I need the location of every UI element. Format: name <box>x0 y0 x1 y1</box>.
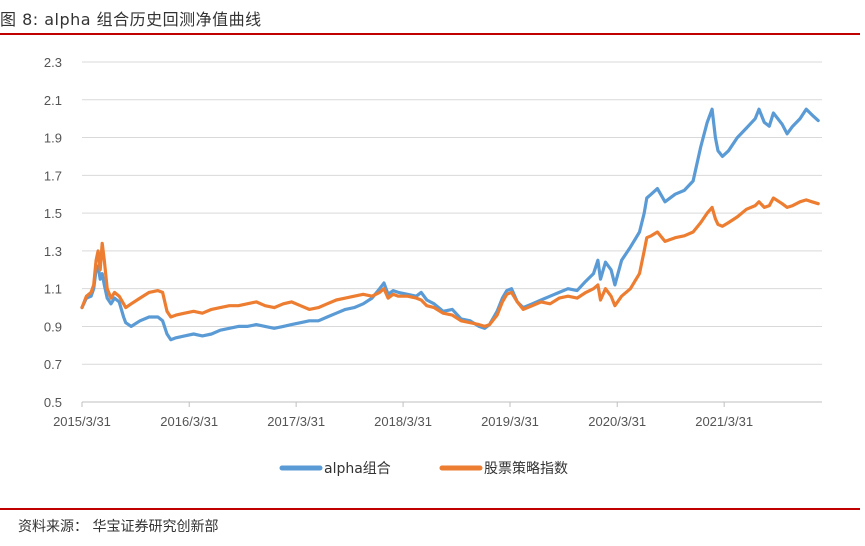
figure-title: 图 8: alpha 组合历史回测净值曲线 <box>0 10 262 29</box>
y-tick-label: 0.7 <box>44 357 62 372</box>
x-axis: 2015/3/31 2016/3/31 2017/3/31 2018/3/31 2019… <box>53 401 822 429</box>
y-tick-label: 1.5 <box>44 206 62 221</box>
x-tick-label: 2020/3/31 <box>588 414 646 429</box>
x-tick-label: 2021/3/31 <box>695 414 753 429</box>
legend-label-1: 股票策略指数 <box>484 460 568 477</box>
y-tick-label: 0.5 <box>44 395 62 410</box>
nav-line-chart: 0.5 0.7 0.9 1.1 1.3 1.5 1.7 1.9 2.1 2.3 2015/3/31… <box>44 55 822 477</box>
x-tick-label: 2019/3/31 <box>481 414 539 429</box>
series-line-1 <box>80 196 820 328</box>
top-rule <box>0 33 860 35</box>
legend-label-0: alpha组合 <box>324 461 391 477</box>
series-line-0 <box>80 107 820 342</box>
x-tick-label: 2016/3/31 <box>160 414 218 429</box>
bottom-rule <box>0 508 860 510</box>
y-tick-label: 1.7 <box>44 168 62 183</box>
x-tick-label: 2017/3/31 <box>267 414 325 429</box>
y-tick-label: 1.9 <box>44 131 62 146</box>
grid-lines <box>82 61 822 365</box>
y-tick-label: 2.3 <box>44 55 62 70</box>
series-lines <box>80 107 820 342</box>
source-note: 资料来源： 华宝证券研究创新部 <box>18 519 219 535</box>
y-axis-ticks: 0.5 0.7 0.9 1.1 1.3 1.5 1.7 1.9 2.1 2.3 <box>44 55 62 410</box>
y-tick-label: 1.1 <box>44 282 62 297</box>
x-tick-label: 2018/3/31 <box>374 414 432 429</box>
y-tick-label: 2.1 <box>44 93 62 108</box>
y-tick-label: 0.9 <box>44 319 62 334</box>
legend: alpha组合 股票策略指数 <box>279 460 568 477</box>
y-tick-label: 1.3 <box>44 244 62 259</box>
x-tick-label: 2015/3/31 <box>53 414 111 429</box>
